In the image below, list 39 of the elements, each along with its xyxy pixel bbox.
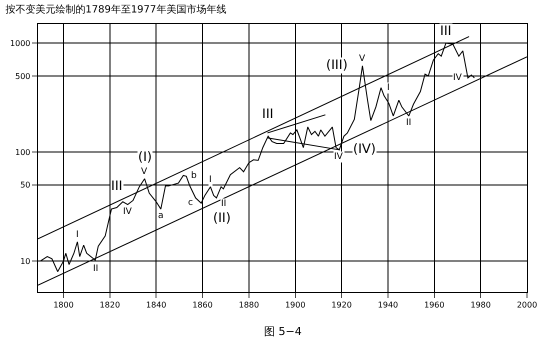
annotation: III — [440, 24, 452, 39]
y-tick-label: 10 — [20, 256, 30, 266]
annotation: c — [188, 198, 193, 208]
x-tick-label: 1980 — [470, 300, 491, 310]
annotation: a — [158, 211, 164, 221]
annotation: II — [93, 264, 98, 274]
x-tick-label: 1920 — [331, 300, 352, 310]
annotation: II — [406, 118, 412, 128]
annotation: I — [76, 230, 79, 240]
annotation: IV — [334, 152, 344, 162]
annotation: II — [221, 199, 226, 209]
y-tick-label: 50 — [20, 180, 30, 190]
annotation: (III) — [326, 58, 348, 73]
y-tick-label: 100 — [15, 148, 30, 157]
caption: 图 5−4 — [264, 325, 302, 338]
x-tick-label: 1900 — [285, 300, 306, 310]
x-tick-label: 1820 — [100, 300, 120, 310]
y-tick-label: 500 — [15, 72, 30, 81]
x-tick-label: 1800 — [53, 300, 74, 310]
annotation: (I) — [138, 150, 152, 165]
annotation: I — [209, 175, 212, 185]
x-tick-label: 1880 — [238, 300, 260, 310]
x-tick-label: 1960 — [424, 300, 444, 310]
annotation: V — [359, 54, 366, 64]
x-tick-label: 1840 — [146, 300, 166, 310]
annotation: (IV) — [353, 142, 376, 157]
annotation: V — [141, 167, 148, 177]
x-tick-label: 1940 — [378, 300, 398, 310]
annotation: IV — [123, 207, 133, 217]
annotation: (II) — [213, 211, 231, 226]
y-tick-label: 1000 — [10, 38, 30, 48]
annotation: III — [111, 179, 123, 194]
annotation: I — [387, 83, 390, 93]
chart-title: 按不变美元绘制的1789年至1977年美国市场年线 — [5, 3, 226, 16]
annotation: IV — [453, 73, 463, 83]
x-tick-label: 1860 — [192, 300, 213, 310]
annotation: b — [191, 171, 197, 181]
annotation: III — [262, 107, 274, 122]
x-tick-label: 2000 — [516, 300, 538, 310]
